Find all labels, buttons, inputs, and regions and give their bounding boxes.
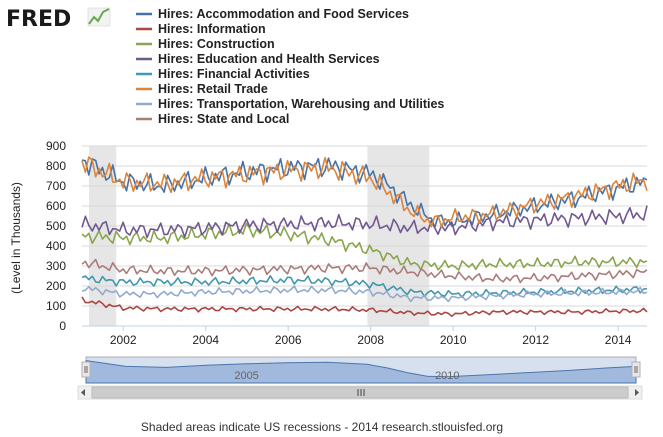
series-line-7[interactable] bbox=[81, 258, 648, 284]
legend-item-1[interactable]: Hires: Information bbox=[158, 22, 266, 36]
x-tick-label-3: 2008 bbox=[357, 333, 384, 347]
x-tick-label-6: 2014 bbox=[605, 333, 632, 347]
y-tick-label-3: 300 bbox=[46, 259, 66, 273]
series-line-6[interactable] bbox=[81, 285, 648, 303]
y-tick-label-7: 700 bbox=[46, 179, 66, 193]
recession-shading bbox=[89, 146, 430, 326]
fred-logo-graph-icon bbox=[87, 7, 111, 27]
recession-footnote: Shaded areas indicate US recessions - 20… bbox=[141, 420, 503, 434]
x-tick-label-1: 2004 bbox=[192, 333, 219, 347]
series-line-3[interactable] bbox=[81, 205, 648, 239]
y-tick-label-6: 600 bbox=[46, 199, 66, 213]
x-tick-label-4: 2010 bbox=[440, 333, 467, 347]
axes: 0 100 200 300 400 500 600 700 800 900 2002 2004 2006… bbox=[46, 139, 647, 347]
x-tick-label-0: 2002 bbox=[110, 333, 137, 347]
legend-item-3[interactable]: Hires: Education and Health Services bbox=[158, 52, 380, 66]
legend-item-7[interactable]: Hires: State and Local bbox=[158, 112, 289, 126]
navigator-label-0: 2005 bbox=[234, 370, 258, 382]
x-tick-label-2: 2006 bbox=[275, 333, 302, 347]
series-line-5[interactable] bbox=[81, 156, 648, 228]
scroll-left-arrow-icon[interactable] bbox=[81, 389, 85, 396]
fred-logo: FRED bbox=[6, 7, 111, 32]
recession-band-1 bbox=[367, 146, 430, 326]
legend-item-0[interactable]: Hires: Accommodation and Food Services bbox=[158, 7, 409, 21]
legend: Hires: Accommodation and Food ServicesHi… bbox=[136, 7, 444, 126]
y-tick-label-4: 400 bbox=[46, 239, 66, 253]
scroll-right-arrow-icon[interactable] bbox=[635, 389, 639, 396]
series-line-0[interactable] bbox=[81, 157, 648, 229]
y-tick-label-1: 100 bbox=[46, 299, 66, 313]
y-tick-label-9: 900 bbox=[46, 139, 66, 153]
navigator-handle-right[interactable] bbox=[631, 361, 641, 378]
legend-item-5[interactable]: Hires: Retail Trade bbox=[158, 82, 268, 96]
navigator-series-area bbox=[85, 360, 637, 384]
series-line-4[interactable] bbox=[81, 274, 648, 299]
y-tick-label-8: 800 bbox=[46, 159, 66, 173]
fred-logo-text: FRED bbox=[6, 7, 71, 32]
legend-item-6[interactable]: Hires: Transportation, Warehousing and U… bbox=[158, 97, 444, 111]
series-line-1[interactable] bbox=[81, 296, 648, 318]
legend-item-4[interactable]: Hires: Financial Activities bbox=[158, 67, 310, 81]
legend-item-2[interactable]: Hires: Construction bbox=[158, 37, 275, 51]
navigator-label-1: 2010 bbox=[435, 370, 459, 382]
x-tick-label-5: 2012 bbox=[522, 333, 549, 347]
navigator-handle-left[interactable] bbox=[81, 361, 91, 378]
series-line-2[interactable] bbox=[81, 222, 648, 271]
scrollbar-thumb[interactable] bbox=[91, 386, 629, 399]
y-axis-title: (Level in Thousands) bbox=[9, 182, 23, 294]
y-tick-label-2: 200 bbox=[46, 279, 66, 293]
y-tick-label-5: 500 bbox=[46, 219, 66, 233]
y-tick-label-0: 0 bbox=[59, 319, 66, 333]
range-navigator[interactable]: 2005 2010 bbox=[77, 356, 643, 400]
navigator-selection[interactable] bbox=[86, 357, 636, 383]
recession-band-0 bbox=[89, 146, 117, 326]
series-lines bbox=[81, 156, 648, 318]
